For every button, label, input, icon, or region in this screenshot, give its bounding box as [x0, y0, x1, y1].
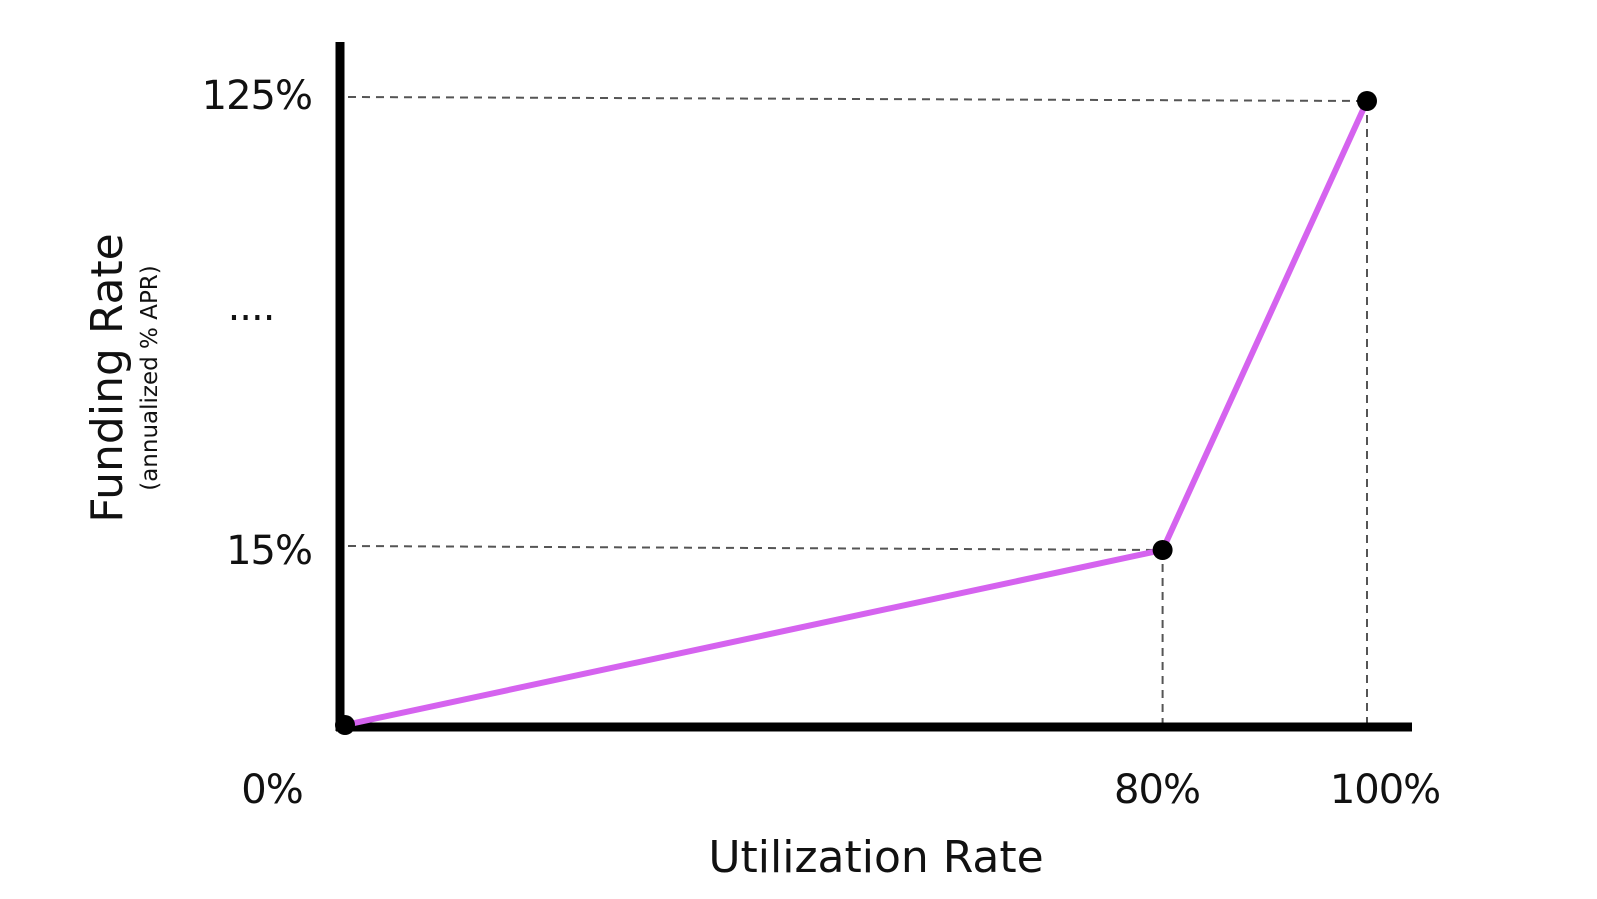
x-axis-title: Utilization Rate	[708, 832, 1043, 883]
x-tick-label: 0%	[241, 767, 302, 813]
series-group	[342, 98, 1370, 728]
reference-guides	[347, 96, 1368, 725]
y-tick-label: 15%	[226, 528, 312, 574]
y-axis-break-label: ....	[228, 284, 275, 330]
x-tick-label: 100%	[1330, 767, 1440, 813]
guide-line-horizontal	[347, 96, 1368, 102]
guide-line-horizontal	[347, 545, 1163, 551]
y-axis-subtitle: (annualized % APR)	[137, 265, 163, 491]
axes	[335, 42, 1412, 732]
data-point	[1357, 91, 1377, 111]
markers-group	[335, 91, 1377, 735]
y-tick-label: 125%	[202, 73, 312, 119]
data-point	[1152, 540, 1173, 560]
data-point	[335, 715, 355, 735]
series-line	[342, 98, 1370, 728]
y-axis-title: Funding Rate	[82, 233, 133, 523]
tick-labels: 0% 80% 100% 15% 125%	[202, 73, 1442, 813]
x-tick-label: 80%	[1114, 767, 1200, 813]
